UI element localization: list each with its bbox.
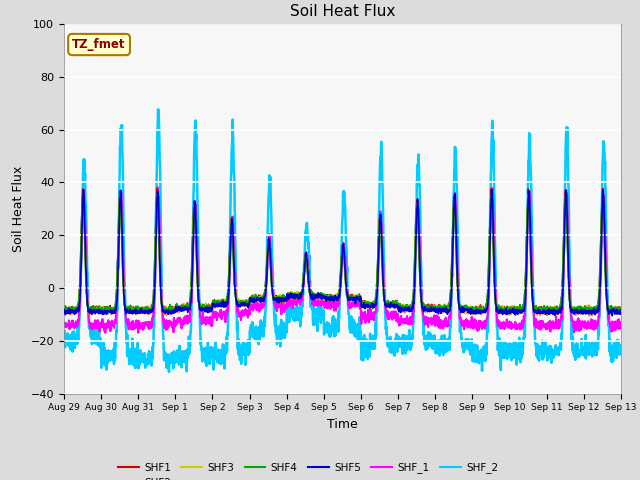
Line: SHF3: SHF3 xyxy=(64,194,621,313)
SHF_2 xyxy=(359,348,367,354)
SHF_1 xyxy=(568,315,576,321)
SHF_1 xyxy=(359,310,367,316)
SHF1 xyxy=(617,305,625,311)
SHF3 xyxy=(164,311,172,316)
SHF5 xyxy=(609,313,616,319)
SHF4 xyxy=(216,301,223,307)
SHF2 xyxy=(568,309,575,314)
SHF1 xyxy=(371,300,379,305)
SHF4 xyxy=(505,307,513,312)
SHF3 xyxy=(617,306,625,312)
SHF2 xyxy=(583,310,591,315)
Line: SHF1: SHF1 xyxy=(64,189,621,313)
Bar xyxy=(64,182,621,235)
SHF4 xyxy=(584,306,591,312)
SHF4 xyxy=(504,312,511,317)
Line: SHF_1: SHF_1 xyxy=(64,187,621,333)
SHF4 xyxy=(60,305,68,311)
SHF3 xyxy=(505,306,513,312)
SHF2 xyxy=(371,303,378,309)
SHF1 xyxy=(359,300,367,305)
SHF5 xyxy=(488,187,496,192)
SHF3 xyxy=(359,300,367,305)
Line: SHF4: SHF4 xyxy=(64,197,621,314)
Bar xyxy=(64,288,621,341)
SHF_1 xyxy=(371,309,379,315)
Bar xyxy=(64,235,621,288)
SHF5 xyxy=(358,302,366,308)
Line: SHF2: SHF2 xyxy=(64,194,621,316)
SHF4 xyxy=(116,194,124,200)
SHF5 xyxy=(584,310,591,315)
Legend: SHF1, SHF2, SHF3, SHF4, SHF5, SHF_1, SHF_2: SHF1, SHF2, SHF3, SHF4, SHF5, SHF_1, SHF… xyxy=(114,458,502,480)
SHF3 xyxy=(371,298,379,304)
SHF2 xyxy=(599,192,607,197)
Bar xyxy=(64,77,621,130)
SHF_2 xyxy=(165,369,173,375)
SHF1 xyxy=(216,298,223,304)
SHF3 xyxy=(154,191,161,197)
SHF1 xyxy=(128,311,136,316)
SHF_2 xyxy=(216,354,223,360)
SHF1 xyxy=(60,306,68,312)
X-axis label: Time: Time xyxy=(327,418,358,431)
SHF3 xyxy=(584,302,591,308)
SHF2 xyxy=(617,309,625,315)
SHF5 xyxy=(216,302,223,308)
Text: TZ_fmet: TZ_fmet xyxy=(72,38,126,51)
SHF4 xyxy=(359,299,367,305)
SHF3 xyxy=(216,300,223,305)
SHF5 xyxy=(371,303,378,309)
SHF_2 xyxy=(568,324,576,330)
Bar xyxy=(64,24,621,77)
Y-axis label: Soil Heat Flux: Soil Heat Flux xyxy=(12,166,25,252)
SHF5 xyxy=(617,307,625,313)
SHF_1 xyxy=(617,325,625,331)
SHF_1 xyxy=(505,324,513,330)
SHF_2 xyxy=(154,107,162,112)
SHF3 xyxy=(60,306,68,312)
SHF4 xyxy=(568,309,576,314)
SHF_2 xyxy=(371,336,379,341)
SHF5 xyxy=(568,310,575,315)
SHF_1 xyxy=(584,320,591,325)
SHF_2 xyxy=(505,354,513,360)
SHF_2 xyxy=(617,343,625,348)
SHF1 xyxy=(599,186,607,192)
SHF_1 xyxy=(101,330,109,336)
SHF_2 xyxy=(584,340,591,346)
SHF1 xyxy=(584,307,591,312)
SHF1 xyxy=(568,304,575,310)
SHF4 xyxy=(371,298,379,304)
Line: SHF5: SHF5 xyxy=(64,190,621,316)
SHF5 xyxy=(60,307,68,312)
Bar xyxy=(64,130,621,182)
Bar xyxy=(64,341,621,394)
Bar xyxy=(64,0,621,24)
SHF_2 xyxy=(60,331,68,336)
SHF1 xyxy=(504,305,512,311)
SHF4 xyxy=(617,307,625,313)
SHF2 xyxy=(358,304,366,310)
SHF3 xyxy=(568,306,576,312)
SHF2 xyxy=(504,312,512,317)
Line: SHF_2: SHF_2 xyxy=(64,109,621,372)
SHF5 xyxy=(504,311,512,316)
Title: Soil Heat Flux: Soil Heat Flux xyxy=(290,4,395,19)
SHF_1 xyxy=(154,184,162,190)
SHF2 xyxy=(586,313,593,319)
SHF_1 xyxy=(60,324,68,329)
SHF2 xyxy=(60,311,68,316)
SHF2 xyxy=(216,300,223,306)
SHF_1 xyxy=(216,310,223,316)
